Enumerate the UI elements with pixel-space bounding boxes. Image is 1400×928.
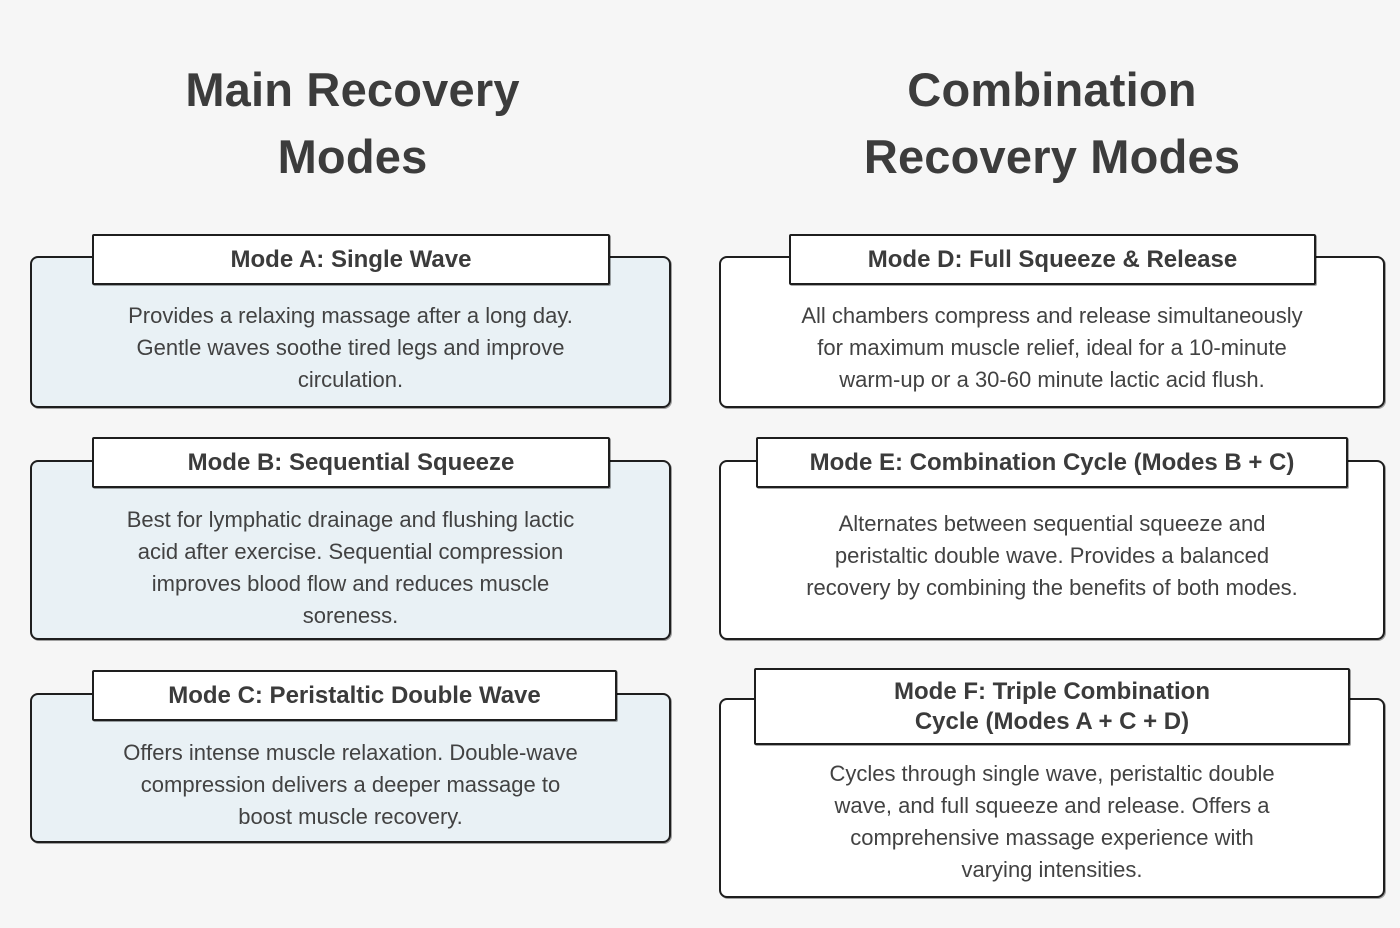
mode-e-description: Alternates between sequential squeeze an… [806, 511, 1298, 600]
mode-f-description: Cycles through single wave, peristaltic … [829, 761, 1275, 882]
mode-b-title: Mode B: Sequential Squeeze [92, 437, 610, 488]
mode-d-description: All chambers compress and release simult… [801, 303, 1303, 392]
mode-d-title: Mode D: Full Squeeze & Release [789, 234, 1316, 285]
mode-e-card: Alternates between sequential squeeze an… [719, 460, 1385, 640]
mode-a-description: Provides a relaxing massage after a long… [128, 303, 573, 392]
mode-b-card: Best for lymphatic drainage and flushing… [30, 460, 671, 640]
mode-c-description: Offers intense muscle relaxation. Double… [123, 740, 578, 829]
mode-b-description: Best for lymphatic drainage and flushing… [126, 507, 575, 628]
mode-a-title: Mode A: Single Wave [92, 234, 610, 285]
mode-c-title: Mode C: Peristaltic Double Wave [92, 670, 617, 721]
main-recovery-modes-heading: Main Recovery Modes [185, 63, 520, 183]
mode-f-title: Mode F: Triple Combination Cycle (Modes … [754, 668, 1350, 745]
mode-e-title: Mode E: Combination Cycle (Modes B + C) [756, 437, 1348, 488]
combination-recovery-modes-heading: Combination Recovery Modes [863, 63, 1241, 183]
